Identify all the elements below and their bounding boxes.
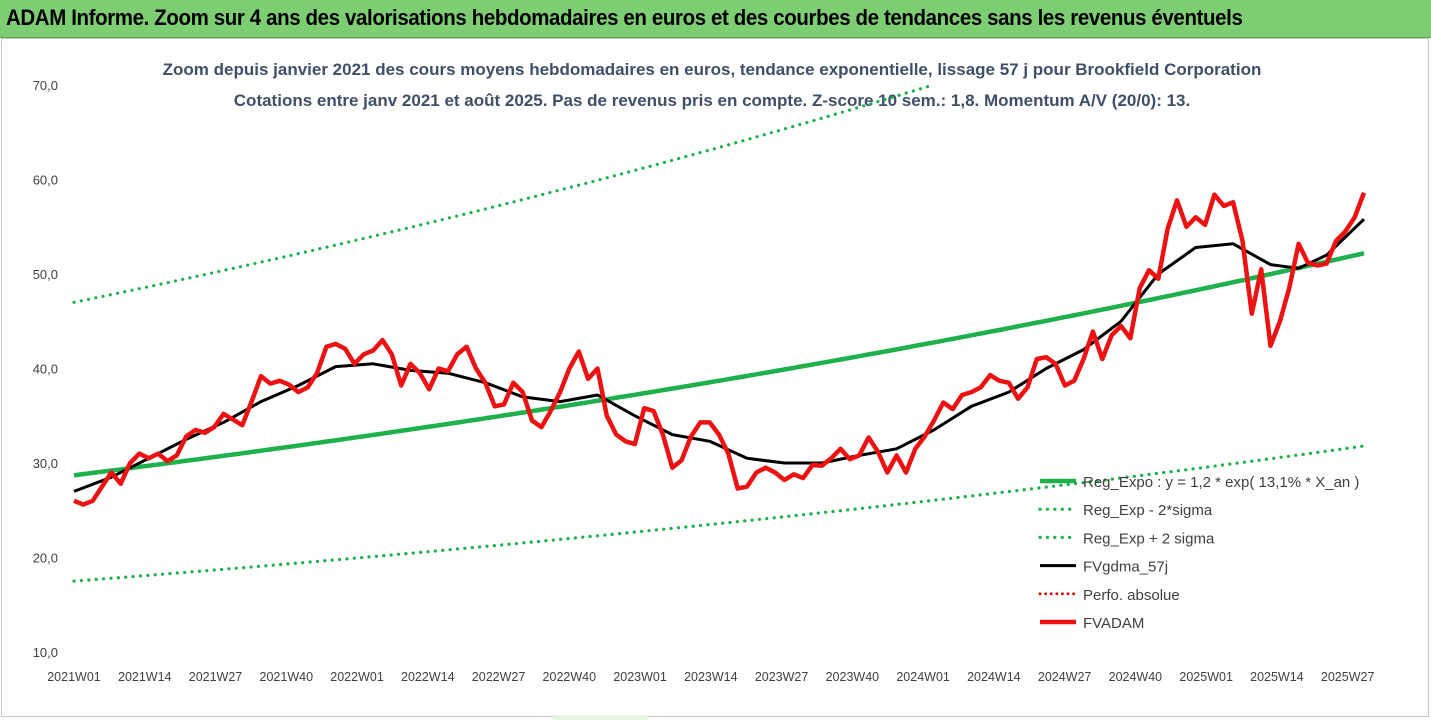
x-tick-label: 2021W14	[118, 670, 172, 684]
series-upper-band	[72, 84, 931, 304]
legend-label-upper-band: Reg_Exp + 2 sigma	[1083, 530, 1215, 547]
x-tick-label: 2025W01	[1179, 670, 1233, 684]
y-tick-label: 50,0	[33, 267, 58, 282]
chart-frame	[1, 38, 1429, 717]
y-tick-label: 10,0	[33, 645, 58, 660]
y-tick-label: 60,0	[33, 173, 58, 188]
x-tick-label: 2024W14	[967, 670, 1021, 684]
y-tick-label: 30,0	[33, 456, 58, 471]
x-tick-label: 2021W27	[189, 670, 243, 684]
x-tick-label: 2023W01	[613, 670, 667, 684]
x-tick-label: 2024W27	[1038, 670, 1092, 684]
y-tick-label: 20,0	[33, 551, 58, 566]
x-tick-label: 2025W14	[1250, 670, 1304, 684]
y-tick-label: 70,0	[33, 78, 58, 93]
legend-label-price: FVADAM	[1083, 615, 1144, 632]
x-tick-label: 2022W01	[330, 670, 384, 684]
x-axis: 2021W01 2021W14 2021W27 2021W40 2022W01 2022W…	[47, 670, 1374, 684]
chart-subtitle-line-2: Cotations entre janv 2021 et août 2025. …	[234, 91, 1190, 110]
legend-label-perfo: Perfo. absolue	[1083, 587, 1180, 604]
x-tick-label: 2024W40	[1109, 670, 1163, 684]
series-lower-band	[72, 444, 1366, 583]
legend-label-lower-band: Reg_Exp - 2*sigma	[1083, 502, 1213, 519]
report-title: ADAM Informe. Zoom sur 4 ans des valoris…	[6, 5, 1243, 30]
series-trend	[73, 251, 1365, 478]
chart-subtitles: Zoom depuis janvier 2021 des cours moyen…	[163, 52, 1262, 116]
y-tick-label: 40,0	[33, 362, 58, 377]
chart-subtitle-line-1: Zoom depuis janvier 2021 des cours moyen…	[163, 60, 1262, 79]
legend-label-trend: Reg_Expo : y = 1,2 * exp( 13,1% * X_an )	[1083, 474, 1359, 491]
x-tick-label: 2023W27	[755, 670, 809, 684]
legend: Reg_Expo : y = 1,2 * exp( 13,1% * X_an )…	[1038, 474, 1359, 632]
x-tick-label: 2022W40	[543, 670, 597, 684]
series-price	[73, 191, 1367, 507]
x-tick-label: 2025W27	[1321, 670, 1375, 684]
legend-label-smooth: FVgdma_57j	[1083, 559, 1168, 576]
plot-area	[72, 84, 1367, 583]
sheet-tab-strip	[553, 715, 648, 720]
x-tick-label: 2023W40	[826, 670, 880, 684]
x-tick-label: 2024W01	[896, 670, 950, 684]
report-banner: ADAM Informe. Zoom sur 4 ans des valoris…	[0, 0, 1431, 38]
x-tick-label: 2022W14	[401, 670, 455, 684]
x-tick-label: 2021W40	[260, 670, 314, 684]
subtitle-backdrop	[192, 52, 1234, 116]
x-tick-label: 2021W01	[47, 670, 101, 684]
x-tick-label: 2023W14	[684, 670, 738, 684]
x-tick-label: 2022W27	[472, 670, 526, 684]
y-axis: 10,0 20,0 30,0 40,0 50,0 60,0 70,0	[33, 78, 58, 660]
